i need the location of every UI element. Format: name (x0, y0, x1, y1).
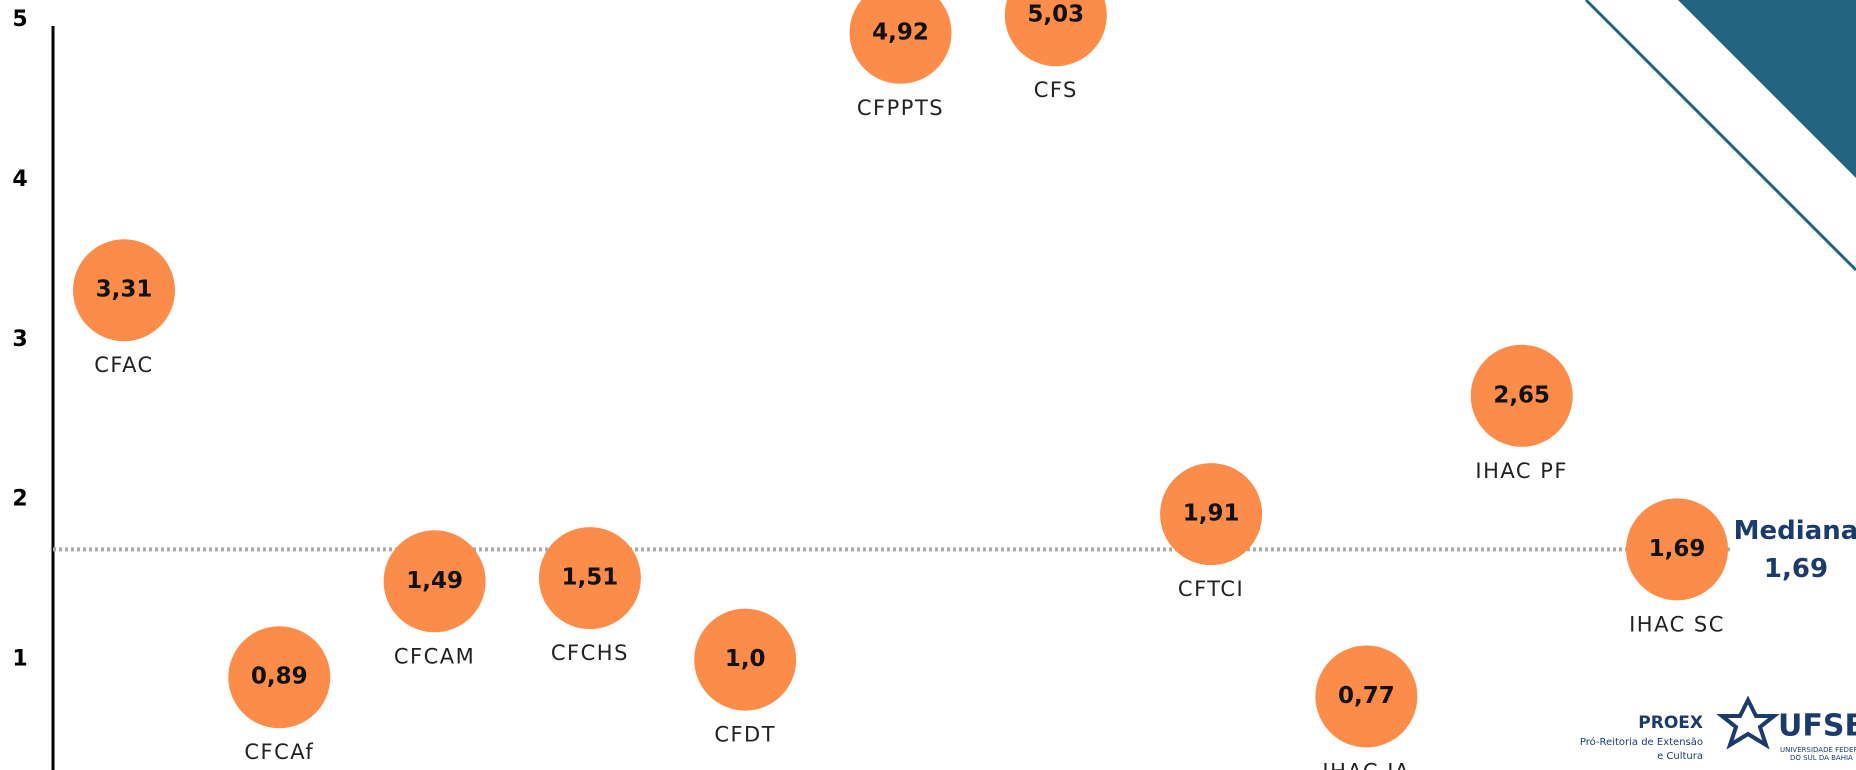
value-label: 1,49 (406, 568, 463, 594)
proex-subtitle: e Cultura (1657, 751, 1703, 762)
bubble (228, 626, 331, 729)
bubble (538, 527, 641, 630)
y-tick-label: 4 (12, 167, 27, 192)
category-label: CFAC (94, 353, 153, 377)
value-label: 0,89 (251, 664, 308, 690)
category-label: CFCAf (244, 740, 314, 764)
value-label: 1,51 (562, 565, 619, 591)
ufsb-subtitle: DO SUL DA BAHIA (1790, 754, 1853, 762)
value-label: 5,03 (1027, 2, 1084, 28)
bubble (73, 239, 175, 342)
y-tick-label: 3 (12, 327, 27, 352)
ufsb-subtitle: UNIVERSIDADE FEDERAL (1780, 746, 1856, 754)
bubble (1004, 0, 1107, 67)
proex: PROEX (1638, 713, 1703, 733)
category-label: CFCHS (551, 641, 629, 665)
ufsb: UFSB (1778, 709, 1856, 744)
value-label: 1,0 (725, 646, 766, 672)
y-tick-label: 1 (12, 647, 27, 672)
category-label: IHAC SC (1629, 612, 1725, 636)
bubble (1160, 463, 1263, 566)
category-label: CFTCI (1178, 577, 1244, 601)
bubble (1626, 498, 1728, 601)
value-label: 4,92 (872, 19, 929, 45)
logo: PROEX Pró-Reitoria de Extensão e Cultura… (1580, 695, 1856, 762)
value-label: 2,65 (1493, 382, 1550, 408)
value-label: 1,69 (1649, 536, 1706, 562)
value-label: 1,91 (1183, 501, 1240, 527)
logo-star (1716, 695, 1780, 750)
bubble (1315, 645, 1418, 748)
value-label: 0,77 (1338, 683, 1395, 709)
category-label: IHAC JA (1322, 759, 1410, 770)
bubble (849, 0, 952, 84)
proex-subtitle: Pró-Reitoria de Extensão (1580, 736, 1703, 748)
corner-line (1584, 0, 1856, 272)
category-label: CFS (1034, 78, 1078, 102)
category-label: CFPPTS (857, 96, 944, 120)
median-label: Mediana (1734, 516, 1856, 546)
category-label: CFDT (714, 723, 776, 747)
median-value: 1,69 (1764, 554, 1828, 584)
bubble (694, 608, 797, 711)
corner-triangle (1678, 0, 1856, 178)
bubble (1470, 344, 1573, 447)
value-label: 3,31 (96, 277, 153, 303)
category-label: CFCAM (394, 644, 475, 668)
category-label: IHAC PF (1475, 459, 1568, 483)
y-tick-label: 5 (12, 7, 27, 32)
y-tick-label: 2 (12, 487, 27, 512)
bubble (383, 530, 486, 633)
